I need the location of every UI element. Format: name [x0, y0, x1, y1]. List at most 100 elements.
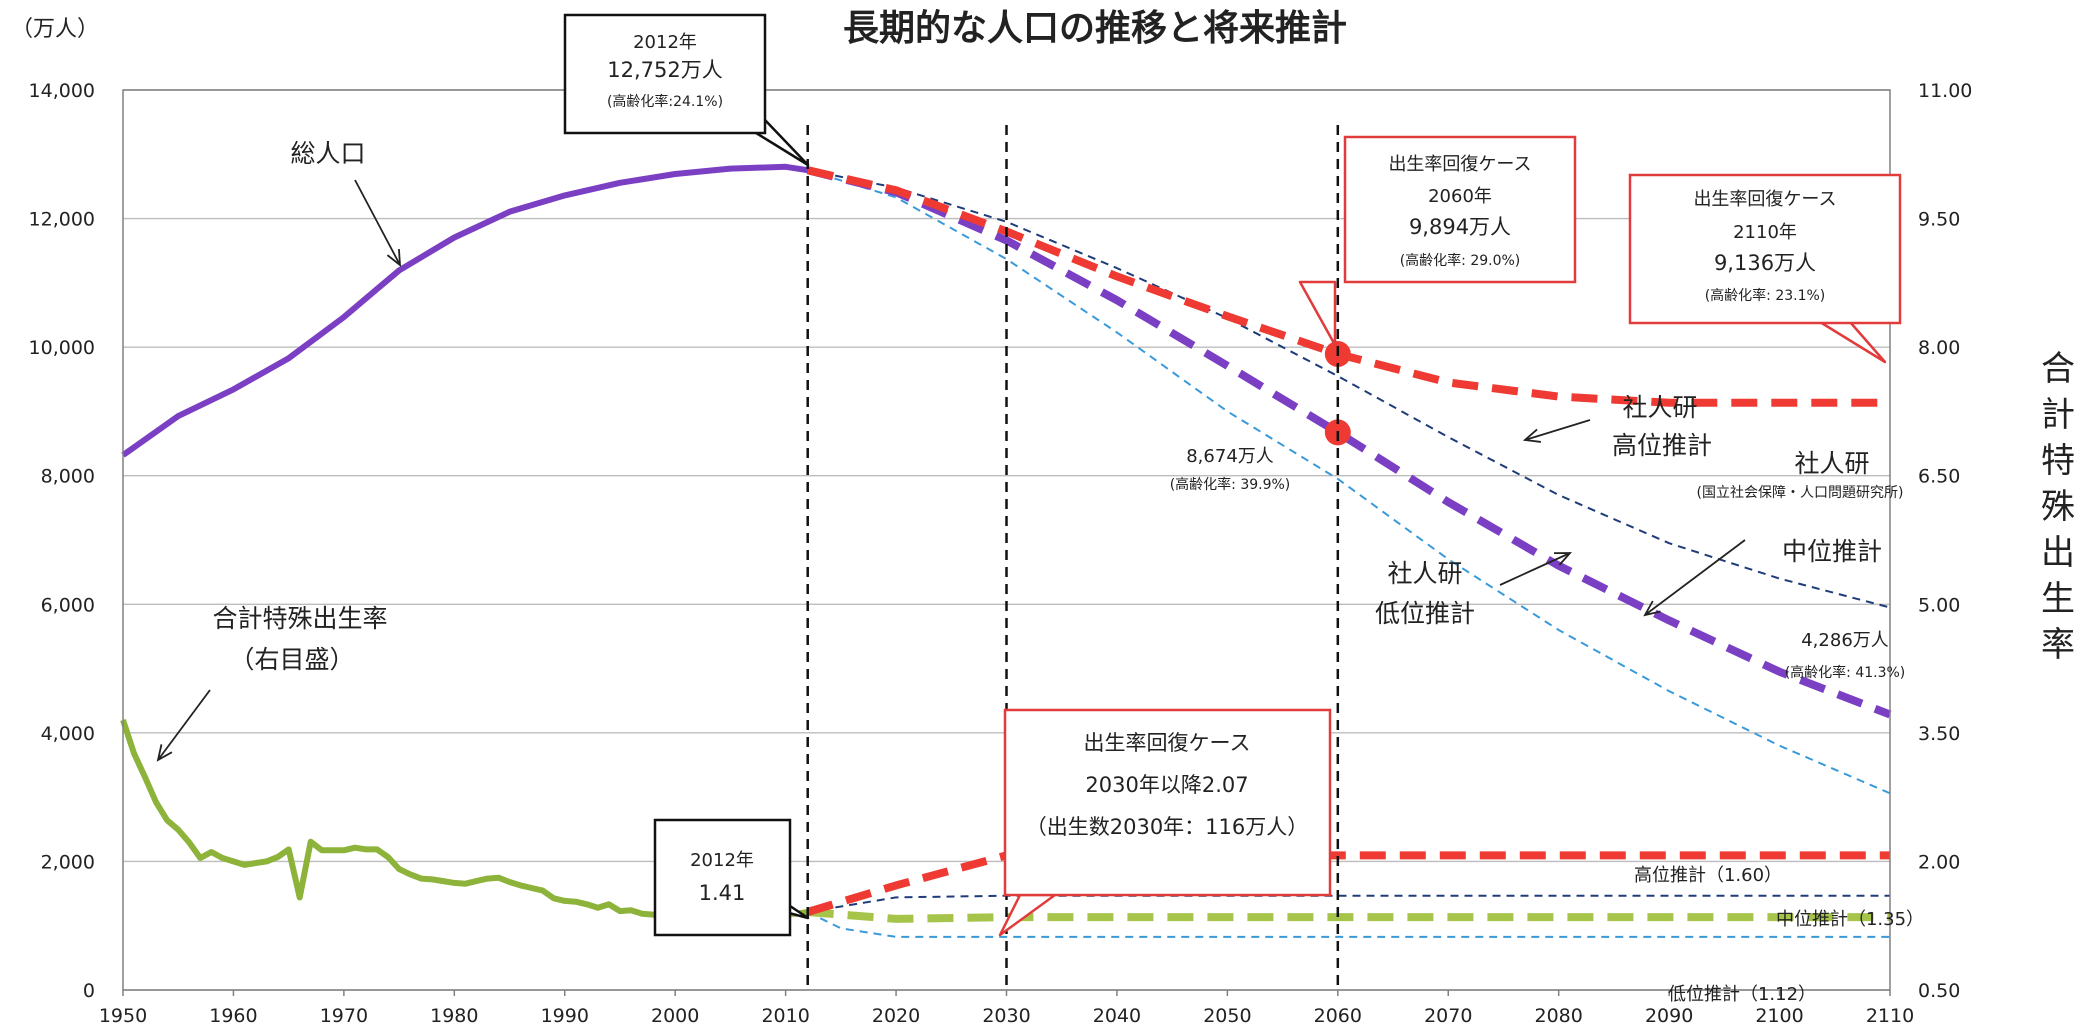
right-axis-label-char: 合: [2041, 349, 2075, 389]
x-tick-label: 2060: [1314, 1005, 1362, 1027]
y-tick-left-label: 10,000: [29, 337, 95, 359]
label-tfr: 合計特殊出生率: [212, 604, 387, 633]
label-mid-2110-value: 4,286万人: [1801, 630, 1889, 651]
label-tfr-high: 高位推計（1.60）: [1634, 865, 1782, 886]
callout-text: 2110年: [1733, 222, 1797, 243]
x-tick-label: 2090: [1645, 1005, 1693, 1027]
series-line-tfr_high: [807, 894, 1890, 913]
callout-text: 2012年: [690, 850, 754, 871]
x-tick-label: 1960: [209, 1005, 257, 1027]
label-total-population: 総人口: [290, 139, 365, 168]
y-tick-left-label: 14,000: [29, 80, 95, 102]
label-ipss-high: 高位推計: [1612, 431, 1712, 460]
x-tick-label: 1970: [320, 1005, 368, 1027]
y-tick-right-label: 8.00: [1918, 337, 1960, 359]
x-tick-label: 2030: [982, 1005, 1030, 1027]
x-tick-label: 2070: [1424, 1005, 1472, 1027]
y-tick-right-label: 3.50: [1918, 723, 1960, 745]
right-axis-label-char: 特: [2041, 441, 2075, 481]
y-tick-left-label: 12,000: [29, 209, 95, 231]
series-line-tfr_mid: [807, 908, 1890, 923]
arrow-ipss-low: [1499, 552, 1571, 586]
x-tick-label: 2020: [872, 1005, 920, 1027]
callout-text: (高齢化率:24.1%): [607, 93, 723, 110]
x-tick-label: 1980: [430, 1005, 478, 1027]
label-ipss-mid: 中位推計: [1782, 537, 1882, 566]
label-mid-2060-aging: (高齢化率: 39.9%): [1170, 476, 1291, 493]
x-tick-label: 1950: [99, 1005, 147, 1027]
x-tick-label: 2040: [1093, 1005, 1141, 1027]
callout-2012-tfr-box: [653, 818, 792, 937]
arrow-total-population-head: [386, 248, 402, 267]
arrow-ipss-high: [1524, 419, 1591, 441]
x-tick-label: 2000: [651, 1005, 699, 1027]
label-tfr-right-axis: （右目盛）: [229, 645, 354, 674]
y-tick-left-label: 8,000: [41, 466, 95, 488]
callout-text: 2012年: [633, 32, 697, 53]
arrow-ipss-mid: [1644, 539, 1746, 616]
label-ipss-low: 低位推計: [1375, 599, 1475, 628]
callout-text: (高齢化率: 23.1%): [1705, 287, 1826, 304]
arrow-ipss-low-head: [1553, 552, 1573, 566]
y-tick-right-label: 5.00: [1918, 594, 1960, 616]
right-axis-label-char: 殊: [2041, 487, 2075, 527]
callout-recovery-2060-tail: [1298, 280, 1337, 347]
x-tick-label: 2100: [1755, 1005, 1803, 1027]
callout-text: 1.41: [699, 881, 746, 905]
series-line-tfr_low: [807, 911, 1890, 938]
right-axis-label-char: 率: [2041, 625, 2075, 665]
label-tfr-low: 低位推計（1.12）: [1668, 984, 1816, 1005]
x-tick-label: 2010: [761, 1005, 809, 1027]
callout-recovery-2110-tail: [1818, 320, 1887, 364]
series-line-tfr_recovery: [806, 851, 1890, 916]
x-tick-label: 2050: [1203, 1005, 1251, 1027]
y-tick-right-label: 0.50: [1918, 980, 1960, 1002]
callout-text: 2060年: [1428, 186, 1492, 207]
callout-text: 出生率回復ケース: [1388, 154, 1531, 175]
chart-title: 長期的な人口の推移と将来推計: [843, 8, 1347, 49]
label-ipss-low: 社人研: [1387, 559, 1462, 588]
arrow-ipss-high-head: [1522, 428, 1541, 443]
callout-text: 9,136万人: [1714, 251, 1816, 275]
callouts-layer: 2012年 12,752万人 (高齢化率:24.1%) 2012年 1.41 出生率回復ケ…: [563, 13, 1902, 937]
label-mid-2110-aging: (高齢化率: 41.3%): [1785, 664, 1906, 681]
callout-recovery-2060-box: [1343, 135, 1577, 284]
y-tick-left-label: 4,000: [41, 723, 95, 745]
arrow-ipss-mid-head: [1643, 600, 1661, 617]
callout-recovery-tfr-box: [1003, 708, 1332, 897]
right-axis-label-char: 計: [2041, 395, 2075, 435]
callout-2012-pop-box: [563, 13, 767, 135]
label-mid-2060-value: 8,674万人: [1186, 446, 1274, 467]
x-tick-label: 2110: [1866, 1005, 1914, 1027]
y-tick-right-label: 11.00: [1918, 80, 1972, 102]
axes-layer: 0 2,000 4,000 6,000 8,000 10,000 12,000 14,000 0…: [11, 8, 2075, 1027]
callout-text: 12,752万人: [607, 58, 722, 82]
right-axis-label-char: 出: [2041, 533, 2075, 573]
callout-text: (高齢化率: 29.0%): [1400, 252, 1521, 269]
callout-text: 9,894万人: [1409, 215, 1511, 239]
arrow-tfr-head: [156, 744, 173, 762]
left-axis-unit: （万人）: [11, 17, 99, 42]
callout-recovery-2110-box: [1628, 173, 1902, 325]
label-ipss-mid: (国立社会保障・人口問題研究所): [1697, 485, 1904, 501]
y-tick-right-label: 2.00: [1918, 851, 1960, 873]
x-tick-label: 2080: [1535, 1005, 1583, 1027]
y-tick-right-label: 6.50: [1918, 466, 1960, 488]
y-tick-right-label: 9.50: [1918, 209, 1960, 231]
y-tick-left-label: 6,000: [41, 594, 95, 616]
arrow-tfr: [157, 689, 211, 761]
y-tick-left-label: 0: [83, 980, 95, 1002]
series-line-pop_actual: [121, 163, 809, 458]
label-tfr-mid: 中位推計（1.35）: [1776, 909, 1924, 930]
right-axis-label-char: 生: [2041, 579, 2075, 619]
x-tick-label: 1990: [541, 1005, 589, 1027]
callout-text: 出生率回復ケース: [1084, 731, 1251, 755]
label-ipss-mid: 社人研: [1794, 449, 1869, 478]
series-line-pop_ipss_mid: [806, 166, 1892, 719]
callout-text: （出生数2030年：116万人）: [1026, 815, 1309, 839]
callout-text: 出生率回復ケース: [1693, 189, 1836, 210]
arrow-total-population: [354, 179, 401, 266]
series-line-pop_ipss_high: [807, 169, 1891, 609]
